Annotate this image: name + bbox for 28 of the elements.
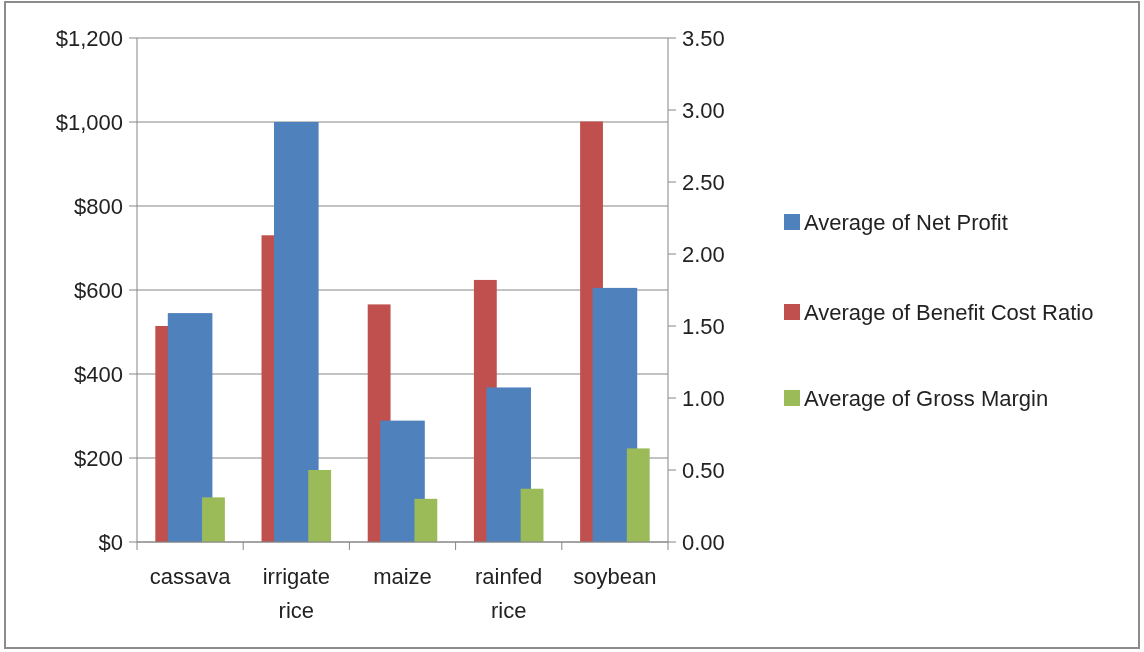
legend-label: Average of Gross Margin bbox=[804, 385, 1049, 411]
y2-tick-label: 3.00 bbox=[682, 97, 725, 123]
y-tick-label: $600 bbox=[74, 277, 123, 303]
x-tick-label: irrigate rice bbox=[262, 564, 330, 623]
bar bbox=[308, 470, 332, 542]
y-tick-label: $400 bbox=[74, 361, 123, 387]
bar bbox=[626, 448, 650, 542]
legend-label: Average of Benefit Cost Ratio bbox=[804, 299, 1094, 325]
y-tick-label: $1,200 bbox=[55, 25, 123, 51]
x-tick-label: cassava bbox=[149, 564, 232, 589]
y2-tick-label: 2.50 bbox=[682, 169, 725, 195]
y-tick-label: $1,000 bbox=[55, 109, 123, 135]
y2-tick-label: 2.00 bbox=[682, 241, 725, 267]
y-tick-label: $800 bbox=[74, 193, 123, 219]
bar bbox=[520, 488, 544, 542]
y-tick-label: $200 bbox=[74, 445, 123, 471]
y2-tick-label: 3.50 bbox=[682, 25, 725, 51]
bar bbox=[414, 498, 438, 542]
legend-label: Average of Net Profit bbox=[804, 209, 1008, 235]
bar bbox=[202, 497, 225, 542]
x-tick-label: rainfed rice bbox=[475, 564, 543, 623]
y2-tick-label: 1.00 bbox=[682, 385, 725, 411]
x-tick-label: maize bbox=[373, 564, 432, 589]
y2-tick-label: 0.50 bbox=[682, 457, 725, 483]
y-tick-label: $0 bbox=[98, 529, 123, 555]
y2-tick-label: 1.50 bbox=[682, 313, 725, 339]
x-tick-label: soybean bbox=[573, 564, 657, 589]
y2-tick-label: 0.00 bbox=[682, 529, 725, 555]
